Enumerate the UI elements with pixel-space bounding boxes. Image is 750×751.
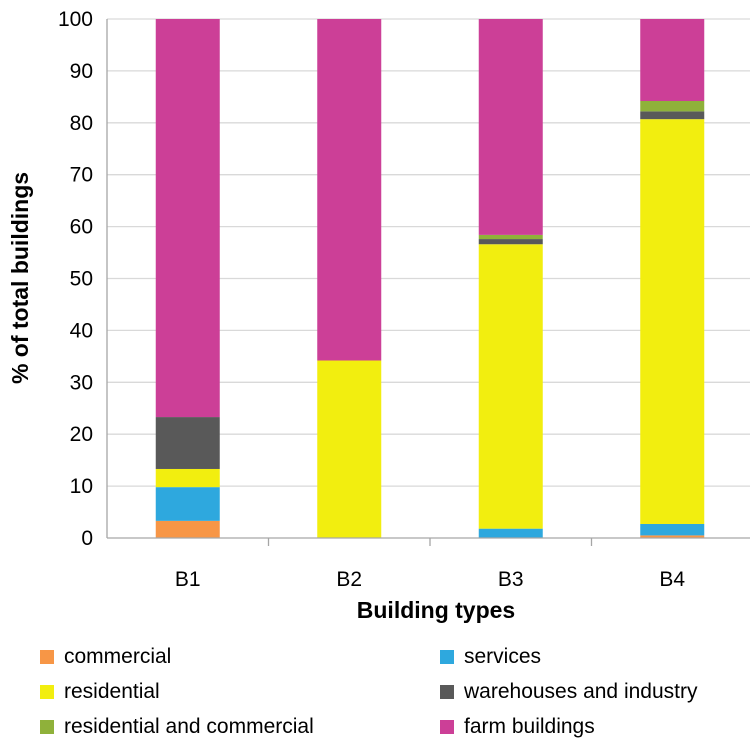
y-tick-label: 100 bbox=[58, 8, 93, 31]
legend-label-warehouses-and-industry: warehouses and industry bbox=[463, 680, 698, 703]
legend-label-residential: residential bbox=[64, 680, 160, 703]
y-tick-label: 80 bbox=[70, 112, 93, 135]
bar-segment-b4-warehouses-and-industry bbox=[640, 111, 705, 120]
legend-swatch-residential bbox=[40, 685, 54, 699]
x-axis-title: Building types bbox=[357, 597, 515, 623]
y-tick-label: 70 bbox=[70, 164, 93, 187]
legend-label-residential-and-commercial: residential and commercial bbox=[64, 715, 314, 738]
bar-segment-b4-residential bbox=[640, 119, 705, 524]
y-tick-label: 50 bbox=[70, 268, 93, 291]
bar-segment-b1-residential bbox=[155, 468, 220, 488]
bar-segment-b4-farm-buildings bbox=[640, 19, 705, 102]
y-tick-label: 40 bbox=[70, 319, 93, 342]
bar-segment-b4-residential-and-commercial bbox=[640, 101, 705, 112]
y-tick-label: 20 bbox=[70, 423, 93, 446]
legend-label-farm-buildings: farm buildings bbox=[464, 715, 595, 738]
legend-label-services: services bbox=[464, 645, 541, 668]
legend-swatch-services bbox=[440, 650, 454, 664]
legend-swatch-commercial bbox=[40, 650, 54, 664]
bar-segment-b3-residential-and-commercial bbox=[478, 234, 543, 240]
bar-segment-b2-residential bbox=[317, 360, 382, 538]
legend-label-commercial: commercial bbox=[64, 645, 171, 668]
y-tick-label: 0 bbox=[81, 527, 93, 550]
y-tick-label: 60 bbox=[70, 216, 93, 239]
legend: commercial services residential warehouses … bbox=[40, 645, 698, 738]
bar-segment-b1-services bbox=[155, 487, 220, 521]
y-axis-title: % of total buildings bbox=[7, 172, 33, 384]
bar-segment-b1-farm-buildings bbox=[155, 19, 220, 418]
bar-segment-b1-warehouses-and-industry bbox=[155, 417, 220, 469]
bars bbox=[155, 19, 705, 538]
y-tick-label: 30 bbox=[70, 371, 93, 394]
y-tick-label: 90 bbox=[70, 60, 93, 83]
axes: 0 10 20 30 40 50 60 70 80 90 100 B1 B2 B3 B4 bbox=[58, 8, 750, 591]
x-tick-label-b4: B4 bbox=[659, 568, 685, 591]
bar-segment-b3-warehouses-and-industry bbox=[478, 239, 543, 245]
legend-swatch-warehouses-and-industry bbox=[440, 685, 454, 699]
legend-swatch-farm-buildings bbox=[440, 720, 454, 734]
bar-segment-b3-farm-buildings bbox=[478, 19, 543, 235]
bar-segment-b3-services bbox=[478, 528, 543, 538]
bar-segment-b4-commercial bbox=[640, 535, 705, 538]
bar-segment-b3-residential bbox=[478, 244, 543, 529]
bar-segment-b4-services bbox=[640, 523, 705, 536]
legend-swatch-residential-and-commercial bbox=[40, 720, 54, 734]
x-tick-label-b3: B3 bbox=[498, 568, 524, 591]
bar-segment-b2-farm-buildings bbox=[317, 19, 382, 361]
y-tick-label: 10 bbox=[70, 475, 93, 498]
x-tick-label-b2: B2 bbox=[336, 568, 362, 591]
bar-segment-b1-commercial bbox=[155, 520, 220, 538]
x-tick-label-b1: B1 bbox=[175, 568, 201, 591]
